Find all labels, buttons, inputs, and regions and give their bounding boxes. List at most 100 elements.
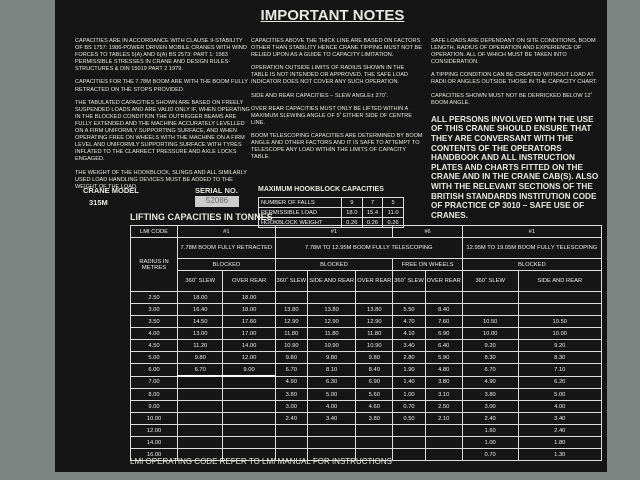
data-cell: 3.40 — [306, 412, 357, 425]
data-cell: 9.20 — [461, 339, 519, 352]
data-cell — [517, 291, 603, 304]
data-row: 6.00 6.70 9.00 6.70 8.10 8.40 1.90 4.80 6.70 7.10 — [130, 363, 603, 377]
data-cell: 12.00 — [130, 424, 178, 437]
header-cell: #1 — [461, 225, 603, 238]
data-cell — [424, 448, 463, 461]
data-cell: 9.20 — [517, 339, 603, 352]
data-cell — [424, 436, 463, 449]
data-cell: 13.80 — [355, 303, 394, 316]
data-cell — [355, 424, 394, 437]
data-cell: 5.60 — [355, 388, 394, 401]
data-cell — [392, 291, 426, 304]
data-cell: 2.40 — [517, 424, 603, 437]
data-cell — [274, 424, 308, 437]
header-cell: 7.78M BOOM FULLY RETRACTED — [177, 237, 276, 259]
data-cell: 5.00 — [130, 351, 178, 364]
data-cell: 5.90 — [424, 351, 463, 364]
title: IMPORTANT NOTES — [260, 7, 405, 24]
data-cell: 9.00 — [222, 363, 276, 377]
data-cell — [306, 448, 357, 461]
data-row: 10.00 2.40 3.40 3.80 0.50 2.10 2.40 3.40 — [130, 412, 603, 425]
note: A TIPPING CONDITION CAN BE CREATED WITHO… — [431, 72, 598, 86]
header-row: LMI CODE #1 #1 #6 #1 — [130, 225, 603, 238]
data-cell: 3.00 — [274, 400, 308, 413]
data-cell: 10.90 — [274, 339, 308, 352]
data-cell — [176, 436, 224, 449]
hookblock-cell: 5 — [382, 197, 404, 208]
data-cell: 3.40 — [517, 412, 603, 425]
data-cell: 13.80 — [274, 303, 308, 316]
data-cell: 14.00 — [130, 436, 178, 449]
hookblock-cell: 7 — [361, 197, 384, 208]
hookblock-row: NUMBER OF FALLS 9 7 5 — [258, 197, 404, 208]
capacities-title: LIFTING CAPACITIES IN TONNES — [130, 212, 273, 222]
data-cell: 6.20 — [517, 375, 603, 389]
data-row: 3.00 16.40 18.00 13.80 13.80 13.80 5.50 8.40 — [130, 303, 603, 316]
data-cell — [517, 303, 603, 316]
header-cell: OVER REAR — [424, 270, 463, 292]
data-cell — [176, 388, 224, 401]
serial-label: SERIAL NO. — [195, 186, 238, 195]
hookblock-cell: 9 — [341, 197, 363, 208]
header-cell: RADIUS IN METRES — [130, 237, 178, 292]
data-cell: 9.00 — [130, 400, 178, 413]
data-cell: 1.60 — [461, 424, 519, 437]
hookblock-cell: NUMBER OF FALLS — [258, 197, 342, 208]
data-cell — [222, 388, 276, 401]
data-cell: 8.30 — [517, 351, 603, 364]
data-cell: 7.10 — [517, 363, 603, 377]
data-row: 4.00 13.00 17.00 11.80 11.80 11.80 4.10 6.90 10.… — [130, 327, 603, 340]
data-row: 12.00 1.60 2.40 — [130, 424, 603, 437]
data-cell — [355, 436, 394, 449]
data-cell: 3.40 — [392, 339, 426, 352]
data-cell: 17.60 — [222, 315, 276, 328]
right-notes: SAFE LOADS ARE DEPENDANT ON SITE CONDITI… — [431, 38, 603, 220]
note: THE WEIGHT OF THE HOOKBLOCK, SLINGS AND … — [75, 169, 247, 190]
data-cell — [176, 375, 224, 389]
data-cell: 6.40 — [424, 339, 463, 352]
header-cell: 12.95M TO 19.05M BOOM FULLY TELESCOPING — [461, 237, 603, 259]
note: SIDE AND REAR CAPACITIES – SLEW ANGLE± 2… — [251, 92, 389, 99]
data-cell: 9.80 — [355, 351, 394, 364]
header-cell: SIDE AND REAR — [517, 270, 603, 292]
data-cell — [176, 424, 224, 437]
data-cell: 11.80 — [274, 327, 308, 340]
hookblock-cell: 15.4 — [361, 207, 384, 218]
header-cell: 7.78M TO 12.95M BOOM FULLY TELESCOPING — [274, 237, 463, 259]
data-cell: 3.80 — [355, 412, 394, 425]
hookblock-row: PERMISSIBLE LOAD 18.0 15.4 11.0 — [258, 207, 404, 218]
data-cell — [461, 291, 519, 304]
header-cell: BLOCKED — [461, 258, 603, 271]
note: CAPACITIES SHOWN MUST NOT BE DERRICKED B… — [431, 92, 593, 106]
data-cell: 12.90 — [306, 315, 357, 328]
data-cell: 3.10 — [424, 388, 463, 401]
data-cell: 4.70 — [392, 315, 426, 328]
data-cell: 10.50 — [517, 315, 603, 328]
hookblock-table: NUMBER OF FALLS 9 7 5 PERMISSIBLE LOAD 18.0 15… — [258, 197, 404, 228]
header-cell: BLOCKED — [274, 258, 394, 271]
data-cell: 6.70 — [176, 363, 224, 377]
header-cell: BLOCKED — [177, 258, 276, 271]
data-row: 8.00 3.80 5.00 5.60 1.00 3.10 3.80 5.00 — [130, 388, 603, 401]
header-cell: SIDE AND REAR — [306, 270, 357, 292]
middle-notes: CAPACITIES ABOVE THE THICK LINE ARE BASE… — [251, 38, 423, 167]
capacity-table: LMI CODE #1 #1 #6 #1 RADIUS IN METRES 7.78M BO… — [130, 225, 603, 461]
note: CAPACITIES ABOVE THE THICK LINE ARE BASE… — [251, 38, 422, 59]
data-cell: 16.00 — [130, 448, 178, 461]
hookblock-cell: 11.0 — [382, 207, 404, 218]
data-cell: 10.00 — [517, 327, 603, 340]
data-cell — [424, 291, 463, 304]
data-cell: 1.90 — [392, 363, 426, 377]
data-cell — [392, 436, 426, 449]
header-row: RADIUS IN METRES 7.78M BOOM FULLY RETRACT… — [130, 237, 603, 292]
header-cell: LMI CODE — [130, 225, 178, 238]
data-cell: 12.90 — [274, 315, 308, 328]
data-cell: 6.70 — [274, 363, 308, 377]
data-cell: 7.00 — [130, 375, 178, 389]
data-row: 2.50 18.00 18.00 — [130, 291, 603, 304]
data-cell: 14.50 — [176, 315, 224, 328]
data-row: 7.00 4.90 6.30 6.90 1.40 3.80 4.90 6.20 — [130, 375, 603, 389]
hookblock-row: HOOKBLOCK WEIGHT 0.26 0.26 0.26 — [258, 217, 404, 228]
data-cell: 18.00 — [222, 303, 276, 316]
